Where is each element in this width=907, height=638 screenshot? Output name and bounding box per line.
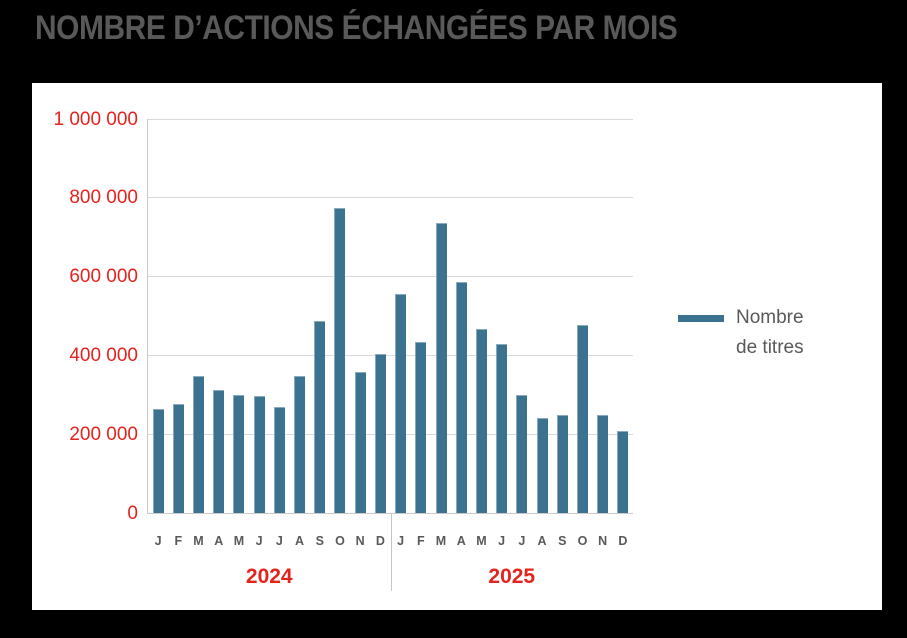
bar bbox=[496, 343, 508, 513]
y-tick-label: 800 000 bbox=[69, 187, 138, 209]
month-label: D bbox=[618, 534, 628, 548]
month-label: J bbox=[518, 534, 526, 548]
bar bbox=[314, 321, 326, 513]
bar bbox=[193, 375, 205, 513]
bar bbox=[233, 394, 245, 513]
gridline bbox=[148, 433, 633, 435]
bar bbox=[334, 208, 346, 513]
y-tick-label: 1 000 000 bbox=[53, 108, 138, 130]
month-label: F bbox=[174, 534, 183, 548]
month-label: J bbox=[275, 534, 283, 548]
bar bbox=[516, 394, 528, 513]
month-label: A bbox=[295, 534, 305, 548]
y-tick-label: 600 000 bbox=[69, 266, 138, 288]
year-label: 2024 bbox=[245, 565, 293, 588]
bar bbox=[374, 354, 386, 513]
month-label: J bbox=[498, 534, 506, 548]
bar bbox=[152, 408, 164, 513]
month-label: D bbox=[375, 534, 385, 548]
month-label: M bbox=[435, 534, 447, 548]
y-tick-label: 200 000 bbox=[69, 423, 138, 445]
month-label: S bbox=[315, 534, 324, 548]
month-label: J bbox=[255, 534, 263, 548]
month-label: O bbox=[577, 534, 588, 548]
legend-series-label: Nombre de titres bbox=[736, 307, 804, 358]
month-label: M bbox=[476, 534, 487, 548]
legend: Nombre de titres bbox=[678, 303, 824, 363]
bar bbox=[415, 342, 427, 513]
x-axis-year-labels: 2024 2025 bbox=[148, 565, 633, 589]
bar bbox=[213, 390, 225, 513]
month-label: S bbox=[558, 534, 567, 548]
month-label: J bbox=[397, 534, 405, 548]
bar bbox=[536, 417, 548, 513]
month-label: M bbox=[193, 534, 204, 548]
month-label: F bbox=[416, 534, 425, 548]
bar bbox=[294, 375, 306, 513]
month-label: A bbox=[456, 534, 466, 548]
legend-swatch bbox=[678, 315, 724, 322]
bar bbox=[576, 325, 588, 513]
month-label: N bbox=[355, 534, 365, 548]
bar bbox=[617, 431, 629, 513]
bar bbox=[455, 282, 467, 513]
month-label: A bbox=[214, 534, 224, 548]
bar bbox=[597, 414, 609, 513]
gridline bbox=[148, 354, 633, 356]
month-label: M bbox=[233, 534, 245, 548]
bar bbox=[435, 223, 447, 513]
gridline bbox=[148, 276, 633, 278]
month-label: J bbox=[154, 534, 162, 548]
y-tick-label: 400 000 bbox=[69, 344, 138, 366]
bar bbox=[556, 415, 568, 513]
y-tick-label: 0 bbox=[127, 502, 138, 524]
month-label: O bbox=[335, 534, 345, 548]
month-label: A bbox=[537, 534, 547, 548]
chart-panel: 1 000 000 800 000 600 000 400 000 200 000 0 J… bbox=[32, 83, 882, 610]
bar bbox=[475, 329, 487, 513]
year-group-separator bbox=[390, 514, 392, 591]
y-axis-labels: 1 000 000 800 000 600 000 400 000 200 000 0 bbox=[32, 110, 138, 523]
bar bbox=[354, 371, 366, 513]
gridline bbox=[148, 119, 633, 120]
month-label: N bbox=[598, 534, 608, 548]
bar bbox=[172, 404, 184, 513]
plot-area bbox=[147, 119, 633, 514]
bar bbox=[253, 395, 265, 513]
gridline bbox=[148, 197, 633, 199]
bar bbox=[395, 293, 407, 513]
year-label: 2025 bbox=[488, 565, 536, 588]
bar bbox=[273, 407, 285, 513]
chart-title: NOMBRE D’ACTIONS ÉCHANGÉES PAR MOIS bbox=[35, 9, 678, 47]
